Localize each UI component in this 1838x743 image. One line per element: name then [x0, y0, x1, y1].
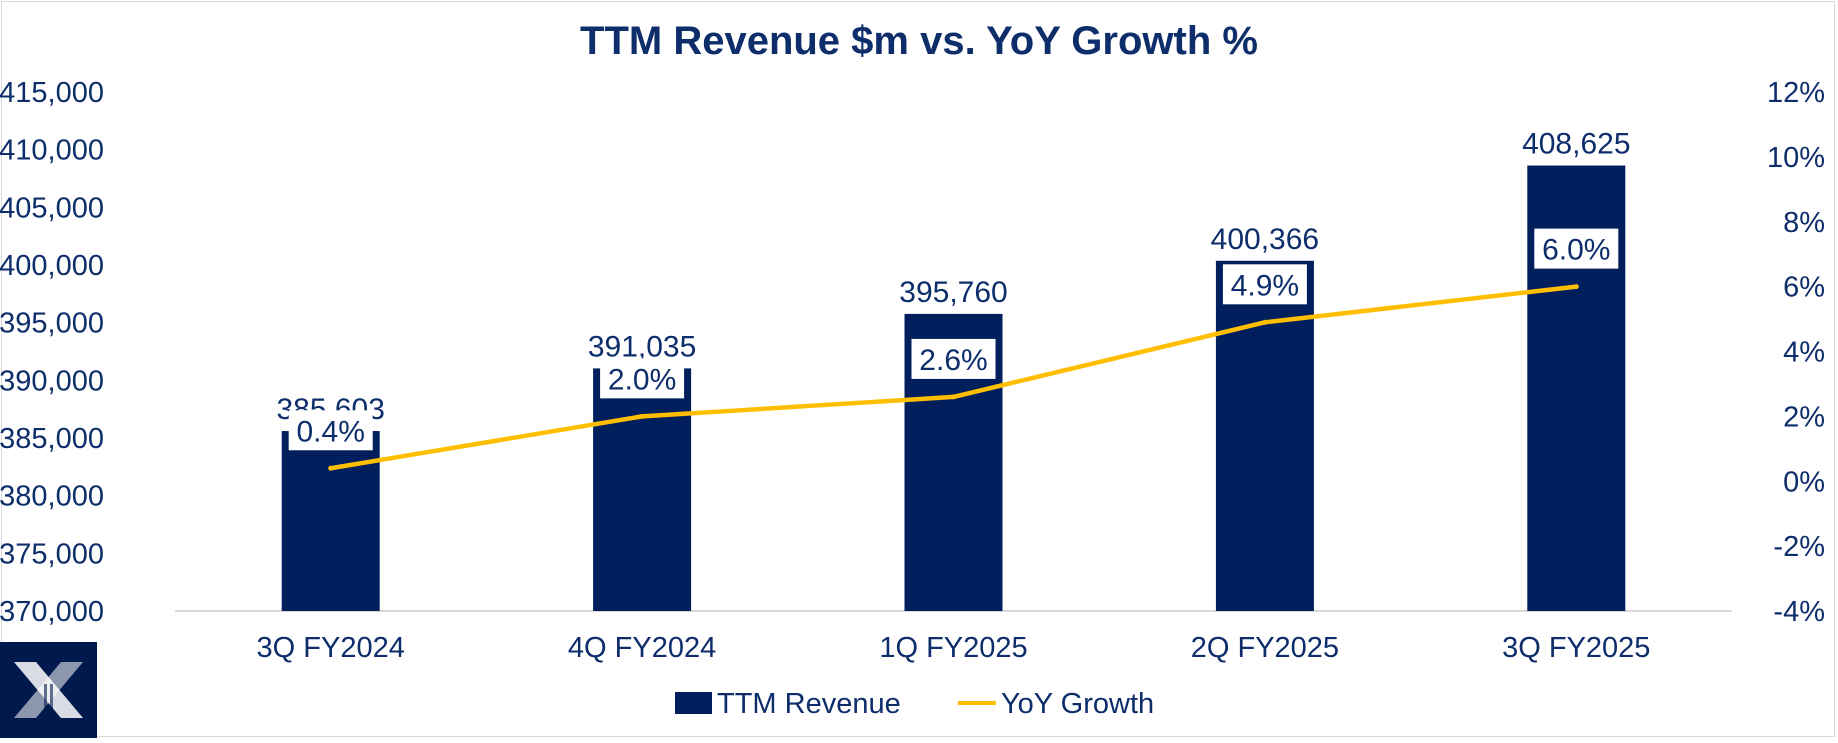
- right-tick-label-12: 12%: [1767, 77, 1825, 109]
- right-tick-label-2: 2%: [1783, 401, 1825, 433]
- right-tick-label-10: 10%: [1767, 142, 1825, 174]
- line-point-3q-fy2025: [1573, 284, 1579, 290]
- bar-3q-fy2024: [281, 431, 380, 611]
- left-tick-label-400-000: 400,000: [0, 250, 104, 282]
- line-label-3q-fy2024: 0.4%: [297, 415, 365, 448]
- line-point-2q-fy2025: [1262, 319, 1268, 325]
- bar-label-3q-fy2025: 408,625: [1522, 128, 1630, 161]
- legend: TTM Revenue YoY Growth: [675, 688, 1154, 720]
- right-y-axis: -4% -2% 0% 2% 4% 6% 8% 10% 12%: [1767, 77, 1825, 628]
- left-tick-label-385-000: 385,000: [0, 423, 104, 455]
- bar-label-1q-fy2025: 395,760: [899, 276, 1007, 309]
- x-tick-label-4q-fy2024: 4Q FY2024: [568, 632, 716, 664]
- left-tick-label-370-000: 370,000: [0, 596, 104, 628]
- legend-swatch-ttm-revenue: [675, 692, 712, 714]
- left-tick-label-415-000: 415,000: [0, 77, 104, 109]
- x-tick-label-3q-fy2024: 3Q FY2024: [257, 632, 405, 664]
- line-label-2q-fy2025: 4.9%: [1231, 269, 1299, 302]
- line-label-box-2q-fy2025: [1222, 264, 1307, 305]
- left-tick-label-410-000: 410,000: [0, 135, 104, 167]
- left-tick-label-395-000: 395,000: [0, 308, 104, 340]
- line-label-3q-fy2025: 6.0%: [1542, 234, 1610, 267]
- x-tick-label-2q-fy2025: 2Q FY2025: [1191, 632, 1339, 664]
- bar-label-2q-fy2025: 400,366: [1211, 223, 1319, 256]
- brand-logo: [0, 642, 97, 738]
- x-tick-label-1q-fy2025: 1Q FY2025: [879, 632, 1027, 664]
- right-tick-label-4: 4%: [1783, 337, 1825, 369]
- right-tick-label-0: 0%: [1783, 466, 1825, 498]
- line-label-4q-fy2024: 2.0%: [608, 363, 676, 396]
- legend-label-ttm-revenue: TTM Revenue: [717, 688, 901, 720]
- chart-title: TTM Revenue $m vs. YoY Growth %: [580, 19, 1258, 63]
- right-tick-label-2: -2%: [1773, 531, 1825, 563]
- line-data-labels: 0.4% 2.0% 2.6% 4.9% 6.0%: [288, 228, 1619, 451]
- line-label-box-4q-fy2024: [600, 358, 685, 399]
- line-label-box-3q-fy2024: [288, 410, 373, 451]
- x-axis: 3Q FY2024 4Q FY2024 1Q FY2025 2Q FY2025 3Q F…: [257, 632, 1651, 664]
- left-tick-label-380-000: 380,000: [0, 481, 104, 513]
- line-point-3q-fy2024: [328, 465, 334, 471]
- line-point-4q-fy2024: [639, 413, 645, 419]
- left-tick-label-405-000: 405,000: [0, 192, 104, 224]
- bar-label-4q-fy2024: 391,035: [588, 330, 696, 363]
- left-tick-label-375-000: 375,000: [0, 538, 104, 570]
- bar-4q-fy2024: [593, 368, 692, 611]
- x-tick-label-3q-fy2025: 3Q FY2025: [1502, 632, 1650, 664]
- line-label-box-3q-fy2025: [1534, 228, 1619, 269]
- legend-label-yoy-growth: YoY Growth: [1001, 688, 1154, 720]
- right-tick-label-6: 6%: [1783, 272, 1825, 304]
- right-tick-label-4: -4%: [1773, 596, 1825, 628]
- left-y-axis: 370,000 375,000 380,000 385,000 390,000 395,0…: [0, 77, 104, 628]
- right-tick-label-8: 8%: [1783, 207, 1825, 239]
- bar-series: [281, 165, 1626, 611]
- line-label-1q-fy2025: 2.6%: [919, 344, 987, 377]
- left-tick-label-390-000: 390,000: [0, 365, 104, 397]
- line-series: [328, 284, 1579, 471]
- line-point-1q-fy2025: [951, 394, 956, 400]
- line-label-box-1q-fy2025: [911, 338, 996, 379]
- x-logo-icon: [14, 662, 83, 718]
- bar-2q-fy2025: [1215, 260, 1314, 611]
